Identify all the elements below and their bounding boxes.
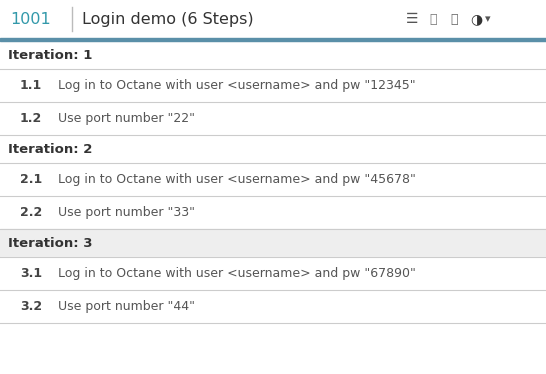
Text: 2.2: 2.2 [20,206,42,219]
Bar [0,38,546,41]
Text: 📎: 📎 [429,12,437,25]
Text: Log in to Octane with user <username> and pw "67890": Log in to Octane with user <username> an… [58,267,416,280]
Text: ◑: ◑ [470,12,482,26]
Bar [0,135,546,163]
Text: Iteration: 2: Iteration: 2 [8,142,92,156]
Text: 3.1: 3.1 [20,267,42,280]
Bar [0,102,546,135]
Bar [0,196,546,229]
Text: ▾: ▾ [485,14,491,24]
Text: Use port number "33": Use port number "33" [58,206,195,219]
Text: 3.2: 3.2 [20,300,42,313]
Bar [0,257,546,290]
Text: Use port number "44": Use port number "44" [58,300,195,313]
Text: Iteration: 1: Iteration: 1 [8,49,92,61]
Text: 2.1: 2.1 [20,173,42,186]
Text: Log in to Octane with user <username> and pw "12345": Log in to Octane with user <username> an… [58,79,416,92]
Bar [0,229,546,257]
Text: 1.2: 1.2 [20,112,42,125]
Text: Log in to Octane with user <username> and pw "45678": Log in to Octane with user <username> an… [58,173,416,186]
Bar [0,41,546,69]
Text: 📄: 📄 [450,12,458,25]
Text: Iteration: 3: Iteration: 3 [8,236,92,249]
Bar [0,290,546,323]
Bar [0,0,546,38]
Text: Login demo (6 Steps): Login demo (6 Steps) [82,12,254,27]
Bar [0,69,546,102]
Text: ☰: ☰ [406,12,418,26]
Text: 1001: 1001 [10,12,51,27]
Text: 1.1: 1.1 [20,79,42,92]
Text: Use port number "22": Use port number "22" [58,112,195,125]
Bar [0,163,546,196]
